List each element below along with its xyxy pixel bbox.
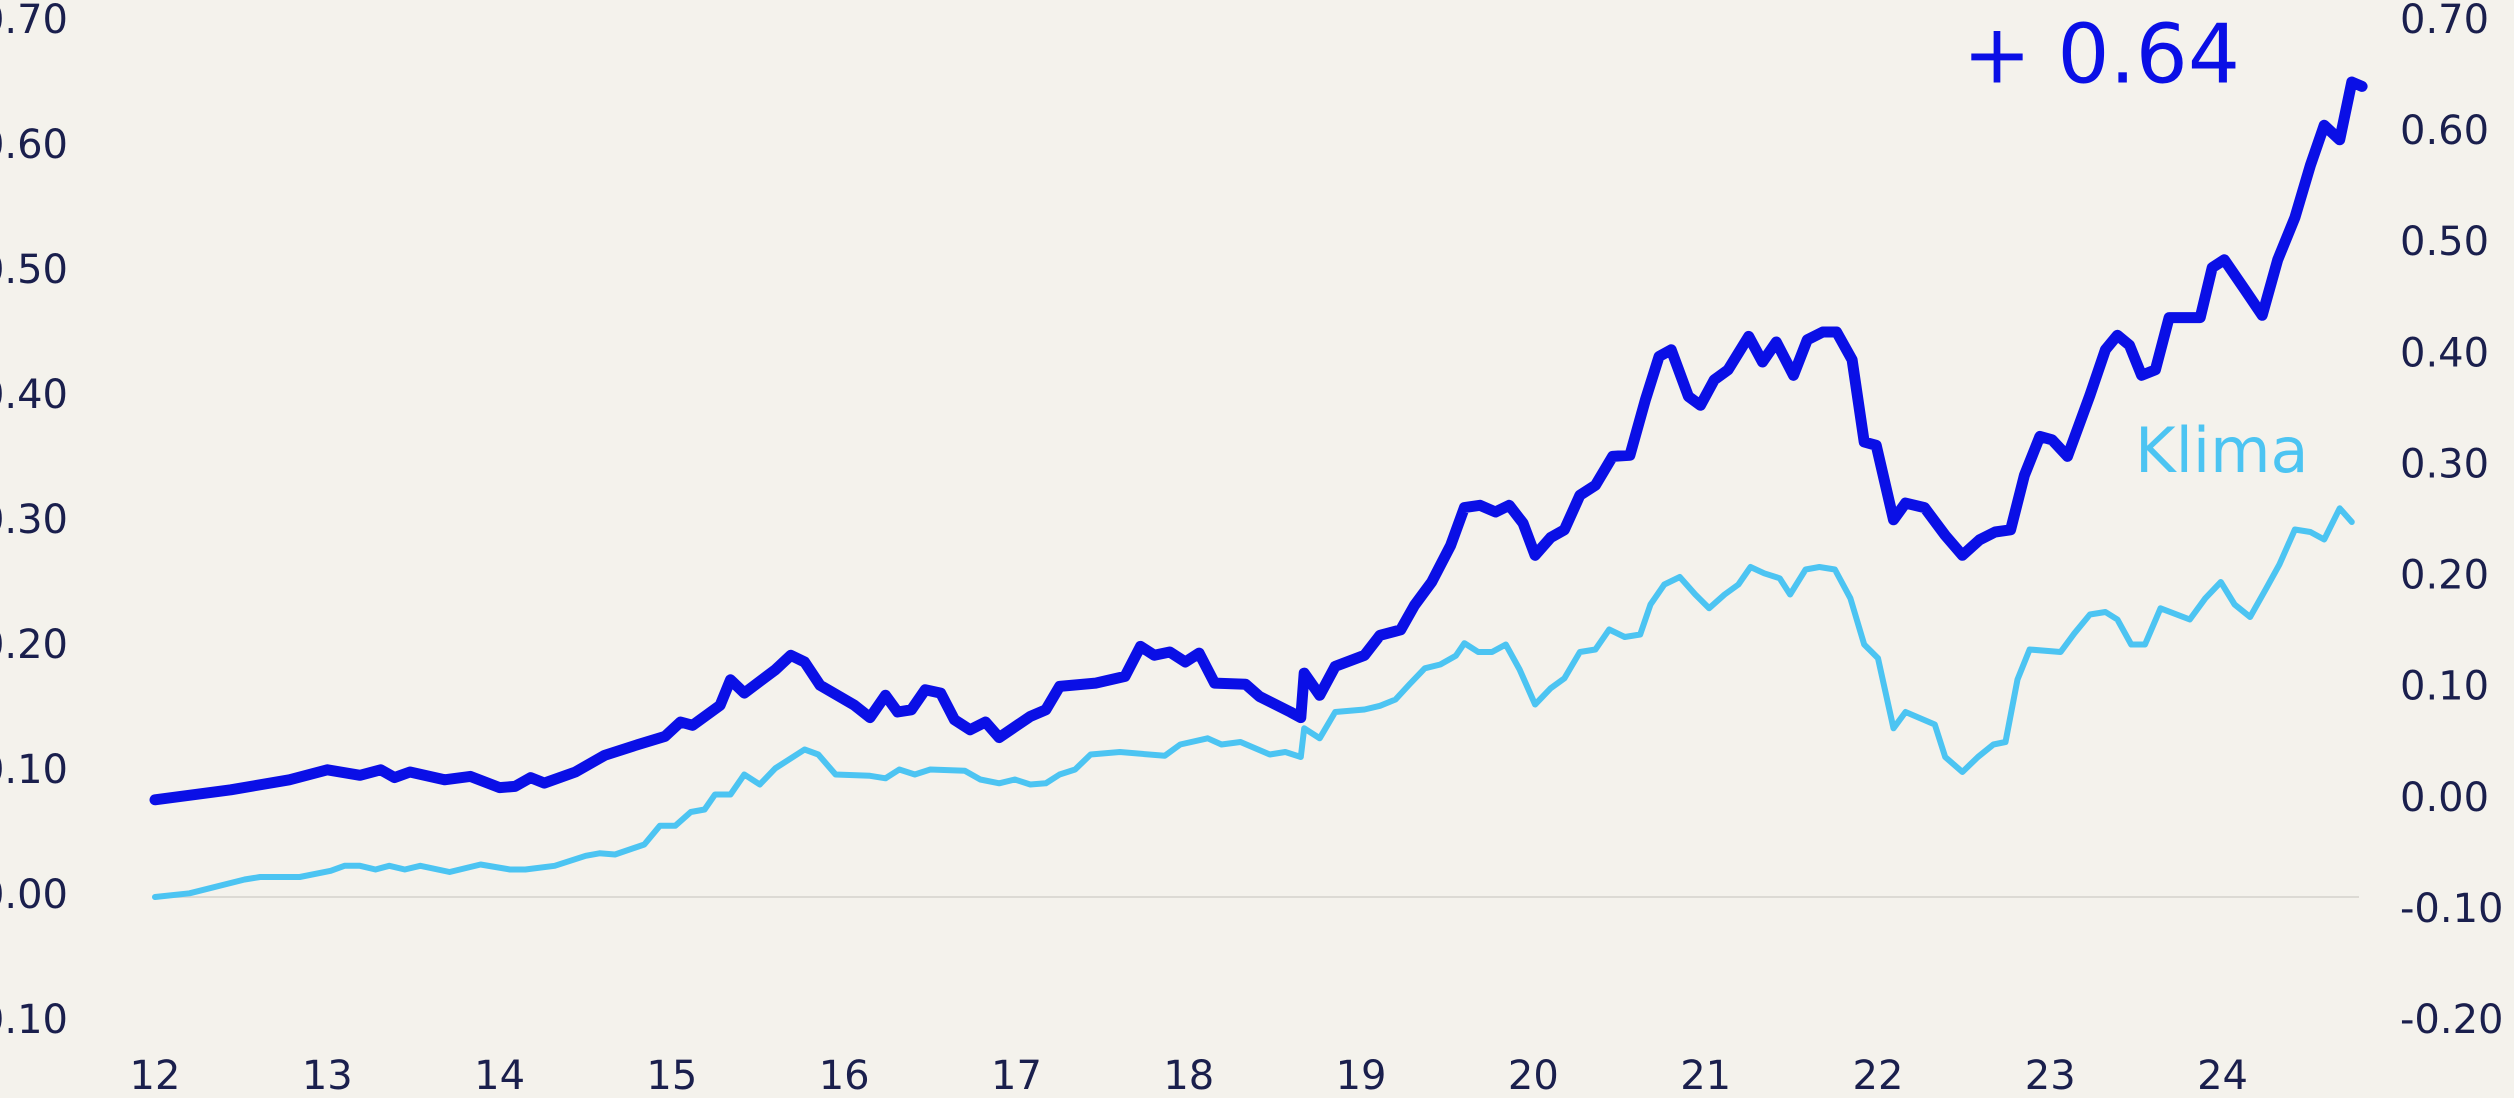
series-line	[152, 505, 2355, 900]
y-tick-label: 0.70	[0, 0, 68, 43]
y2-tick-label: 0.40	[2400, 330, 2489, 376]
y2-tick-label: 0.60	[2400, 108, 2489, 154]
y2-tick-label: 0.10	[2400, 664, 2489, 710]
y-tick-label: 0.40	[0, 372, 68, 418]
y2-tick-label: -0.10	[2400, 886, 2504, 932]
series-line	[149, 76, 2368, 806]
y-tick-label: -0.10	[0, 997, 68, 1043]
y2-tick-label: 0.00	[2400, 775, 2489, 821]
y-tick-label: 0.10	[0, 747, 68, 793]
x-tick-label: 24	[2197, 1053, 2248, 1098]
y2-tick-label: 0.70	[2400, 0, 2489, 43]
x-tick-label: 17	[991, 1053, 1042, 1098]
x-tick-label: 23	[2025, 1053, 2076, 1098]
x-tick-label: 14	[474, 1053, 525, 1098]
y-tick-label: 0.00	[0, 872, 68, 918]
y-tick-label: 0.20	[0, 622, 68, 668]
y2-tick-label: 0.20	[2400, 553, 2489, 599]
x-tick-label: 12	[130, 1053, 181, 1098]
series-label: Klima	[2135, 414, 2309, 487]
y-tick-label: 0.30	[0, 497, 68, 543]
x-tick-label: 18	[1163, 1053, 1214, 1098]
x-tick-label: 19	[1336, 1053, 1387, 1098]
x-tick-label: 13	[302, 1053, 353, 1098]
x-tick-label: 15	[646, 1053, 697, 1098]
x-tick-label: 22	[1853, 1053, 1904, 1098]
y2-tick-label: 0.50	[2400, 219, 2489, 265]
x-tick-label: 21	[1680, 1053, 1731, 1098]
x-tick-label: 20	[1508, 1053, 1559, 1098]
y2-tick-label: 0.30	[2400, 441, 2489, 487]
y-tick-label: 0.60	[0, 122, 68, 168]
y2-tick-label: -0.20	[2400, 997, 2504, 1043]
x-tick-label: 16	[819, 1053, 870, 1098]
annotation: + 0.64	[1963, 7, 2240, 102]
y-tick-label: 0.50	[0, 247, 68, 293]
